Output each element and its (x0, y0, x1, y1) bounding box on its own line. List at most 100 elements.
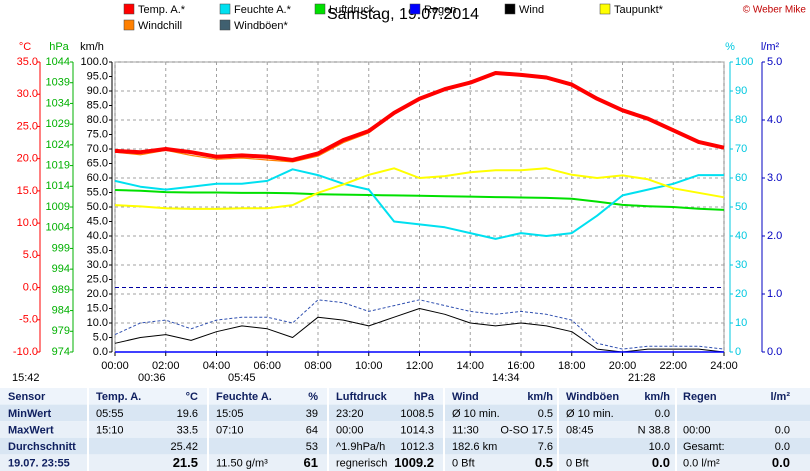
table-header: Regen (683, 391, 717, 403)
table-cell: 182.6 km (452, 441, 497, 453)
table-cell: 0.0 (652, 455, 670, 470)
table-header: % (308, 391, 318, 403)
table-cell: 1012.3 (400, 441, 434, 453)
table-cell: Gesamt: (683, 441, 725, 453)
table-cell: 19.07. 23:55 (8, 458, 70, 470)
table-cell: 61 (304, 455, 318, 470)
table-header: Windböen (566, 391, 619, 403)
y-tick-label: 10.0 (17, 217, 38, 229)
x-tick-label: 14:00 (456, 360, 484, 372)
y-tick-label: 50.0 (87, 201, 108, 213)
table-header: l/m² (770, 391, 790, 403)
table-cell: 00:00 (336, 424, 364, 436)
legend-swatch (314, 3, 326, 15)
legend-label: Regen (424, 4, 456, 16)
legend-label: Windchill (138, 20, 182, 32)
y-tick-label: -10.0 (13, 346, 38, 358)
y-tick-label: 1009 (46, 201, 70, 213)
y-tick-label: 979 (52, 325, 70, 337)
table-cell: 0.5 (535, 455, 553, 470)
table-cell: 33.5 (177, 424, 198, 436)
y-tick-label: 50 (735, 201, 747, 213)
legend-swatch (219, 3, 231, 15)
legend-swatch (599, 3, 611, 15)
table-cell: N 38.8 (638, 424, 670, 436)
x-tick-label: 00:00 (101, 360, 129, 372)
table-header: km/h (644, 391, 670, 403)
y-tick-label: 85.0 (87, 99, 108, 111)
table-cell: 10.0 (649, 441, 670, 453)
legend-label: Luftdruck (329, 4, 375, 16)
y-tick-label: 3.0 (767, 172, 782, 184)
table-cell: 05:55 (96, 408, 124, 420)
y-tick-label: 15.0 (17, 185, 38, 197)
table-header: Luftdruck (336, 391, 388, 403)
table-cell: 0.0 (772, 455, 790, 470)
x-tick-label: 04:00 (203, 360, 231, 372)
y-tick-label: 5.0 (93, 331, 108, 343)
table-row (0, 454, 810, 471)
legend-label: Feuchte A.* (234, 4, 292, 16)
table-cell: 1008.5 (400, 408, 434, 420)
table-cell: 23:20 (336, 408, 364, 420)
x-tick-label: 20:00 (609, 360, 637, 372)
series-line (114, 299, 725, 350)
table-cell: regnerisch (336, 458, 387, 470)
y-tick-label: 1029 (46, 118, 70, 130)
table-cell: 0.5 (538, 408, 553, 420)
y-tick-label: 20.0 (17, 153, 38, 165)
y-tick-label: 40 (735, 230, 747, 242)
y-tick-label: 40.0 (87, 230, 108, 242)
legend-label: Temp. A.* (138, 4, 186, 16)
legend-swatch (123, 3, 135, 15)
y-tick-label: -5.0 (19, 314, 38, 326)
event-time: 15:42 (12, 372, 40, 384)
table-header: °C (186, 391, 198, 403)
table-cell: 0.0 (775, 424, 790, 436)
table-cell: 0.0 l/m² (683, 458, 720, 470)
y-tick-label: 100 (735, 56, 753, 68)
y-tick-label: 35.0 (17, 56, 38, 68)
y-tick-label: 5.0 (23, 249, 38, 261)
table-cell: 21.5 (173, 455, 198, 470)
y-tick-label: 30.0 (87, 259, 108, 271)
table-cell: 15:10 (96, 424, 124, 436)
y-tick-label: 0.0 (93, 346, 108, 358)
table-cell: 39 (306, 408, 318, 420)
y-tick-label: 20 (735, 288, 747, 300)
chart-title: Samstag, 19.07.2014 (327, 6, 479, 23)
y-tick-label: 1.0 (767, 288, 782, 300)
y-tick-label: 5.0 (767, 56, 782, 68)
series-line (114, 167, 725, 210)
series-line (114, 71, 725, 162)
table-cell: 07:10 (216, 424, 244, 436)
y-tick-label: 25.0 (17, 120, 38, 132)
table-cell: 00:00 (683, 424, 711, 436)
y-tick-label: 90 (735, 85, 747, 97)
y-tick-label: 1004 (46, 222, 70, 234)
x-tick-label: 22:00 (659, 360, 687, 372)
legend-swatch (219, 19, 231, 31)
table-header: Temp. A. (96, 391, 141, 403)
legend-swatch (409, 3, 421, 15)
y-tick-label: 10 (735, 317, 747, 329)
table-cell: 19.6 (177, 408, 198, 420)
table-cell: ^1.9hPa/h (336, 441, 385, 453)
table-header: km/h (527, 391, 553, 403)
table-cell: 64 (306, 424, 318, 436)
y-tick-label: 984 (52, 304, 70, 316)
y-tick-label: 65.0 (87, 157, 108, 169)
x-tick-label: 24:00 (710, 360, 738, 372)
table-header: hPa (414, 391, 435, 403)
event-time: 21:28 (628, 372, 656, 384)
legend-label: Windböen* (234, 20, 289, 32)
y-tick-label: 70 (735, 143, 747, 155)
x-tick-label: 08:00 (304, 360, 332, 372)
x-tick-label: 02:00 (152, 360, 180, 372)
y-tick-label: 0 (735, 346, 741, 358)
y-tick-label: 1034 (46, 97, 70, 109)
series-line (114, 189, 725, 211)
table-header: Feuchte A. (216, 391, 272, 403)
legend-swatch (123, 19, 135, 31)
